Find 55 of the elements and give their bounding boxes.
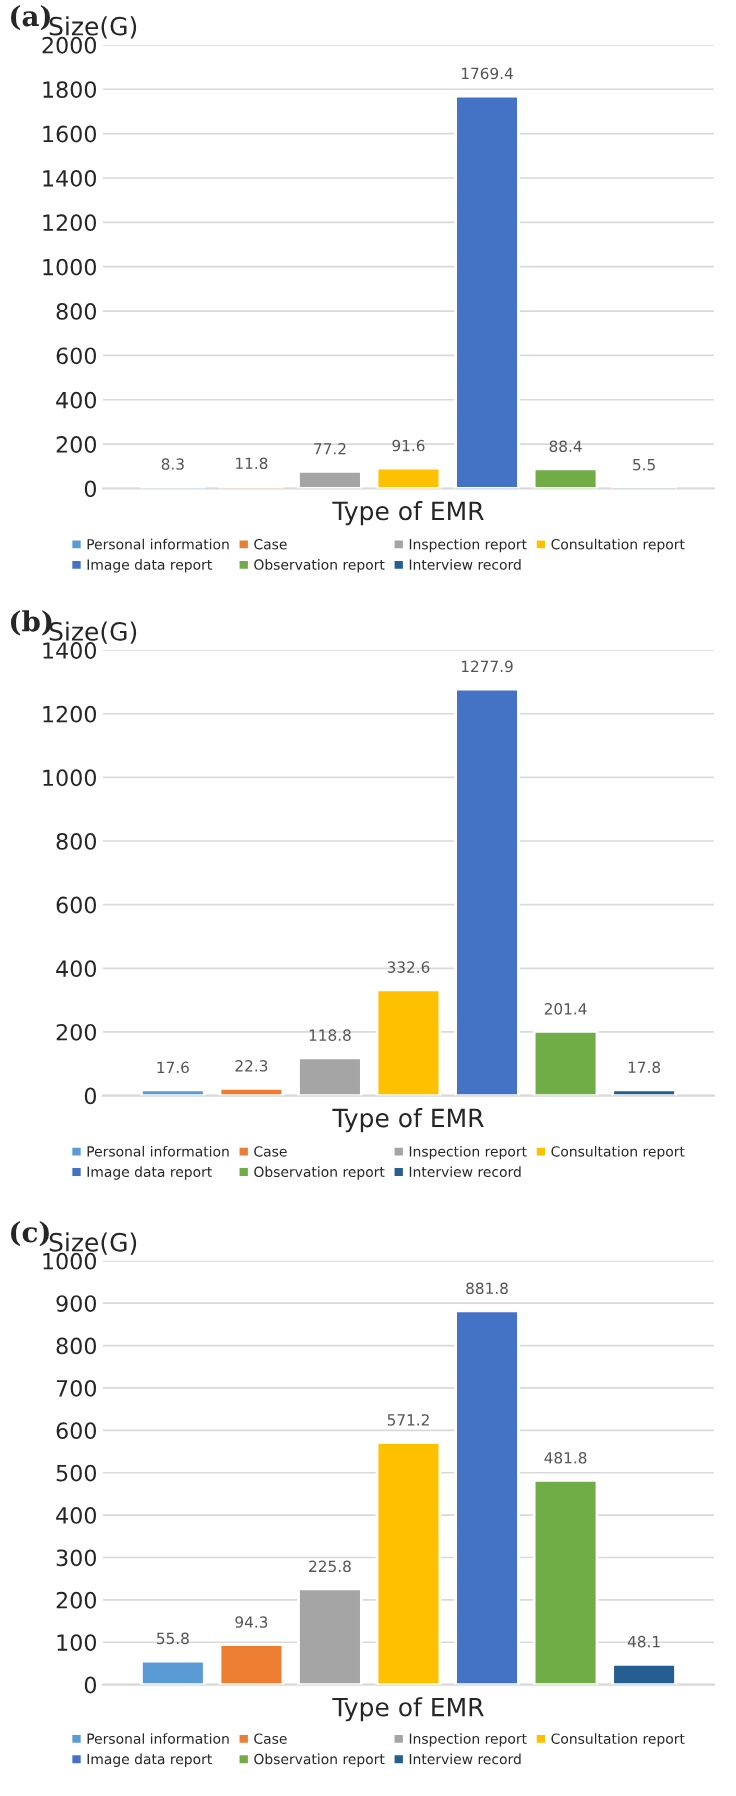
y-tick-label: 200 [56, 436, 97, 453]
y-tick-label: 2000 [42, 36, 97, 54]
bar [218, 1643, 285, 1685]
y-tick-label: 0 [84, 1087, 97, 1105]
y-tick-label: 600 [56, 1422, 97, 1440]
bar [375, 466, 442, 489]
y-axis-title: Size(G) [49, 621, 137, 644]
bar [454, 1309, 520, 1685]
bar [297, 1056, 363, 1096]
y-tick-label: 500 [56, 1464, 97, 1482]
y-tick-label: 1000 [43, 1252, 97, 1270]
y-tick-label: 200 [56, 1591, 97, 1609]
y-tick-label: 1600 [43, 125, 97, 143]
bar [297, 470, 363, 489]
bar [297, 1587, 363, 1685]
y-tick-label: 1400 [43, 169, 97, 187]
y-tick-label: 1800 [43, 81, 97, 99]
bar [140, 1659, 206, 1685]
x-axis-title: Type of EMR [332, 1697, 484, 1722]
y-axis-title: Size(G) [49, 16, 137, 39]
bar [375, 988, 442, 1096]
x-axis-title: Type of EMR [332, 501, 484, 526]
bar [532, 1479, 599, 1685]
bar [532, 467, 599, 489]
y-tick-label: 100 [57, 1634, 97, 1652]
y-tick-label: 800 [56, 1337, 97, 1355]
y-tick-label: 800 [56, 832, 97, 850]
bar [611, 1662, 677, 1685]
bar [218, 1087, 285, 1096]
y-tick-label: 0 [84, 480, 97, 498]
y-tick-label: 400 [56, 391, 97, 409]
y-tick-label: 400 [56, 1507, 97, 1524]
x-axis-title: Type of EMR [332, 1108, 484, 1133]
chart-title: (a) [10, 4, 50, 31]
y-tick-label: 200 [56, 1023, 97, 1041]
y-tick-label: 900 [56, 1295, 97, 1312]
y-tick-label: 1200 [43, 705, 97, 723]
bar [532, 1030, 599, 1096]
y-tick-label: 1000 [43, 258, 97, 276]
chart-title: (c) [10, 1220, 49, 1247]
y-axis-title: Size(G) [49, 1232, 137, 1255]
y-tick-label: 600 [56, 896, 97, 914]
bar [454, 687, 520, 1096]
bar [454, 94, 520, 489]
y-tick-label: 400 [56, 960, 97, 978]
y-tick-label: 1400 [43, 642, 97, 659]
y-tick-label: 1200 [43, 214, 97, 232]
y-tick-label: 800 [56, 303, 97, 320]
y-tick-label: 300 [56, 1549, 97, 1567]
y-tick-label: 0 [84, 1676, 97, 1694]
chart-title: (b) [10, 610, 52, 636]
y-tick-label: 600 [56, 347, 97, 365]
y-tick-label: 1000 [43, 769, 97, 787]
y-tick-label: 700 [56, 1379, 97, 1397]
bar [375, 1441, 442, 1685]
